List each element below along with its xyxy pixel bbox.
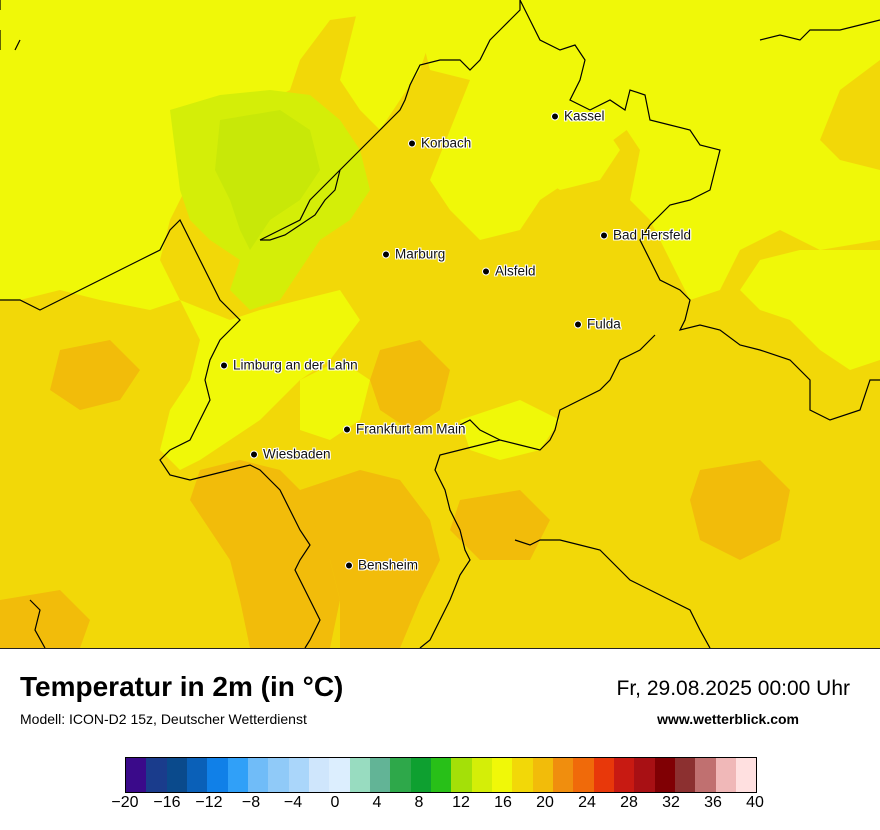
city-dot-icon (343, 425, 351, 433)
colorbar-segment (735, 758, 757, 792)
city-dot-icon (482, 267, 490, 275)
colorbar-tick-label: 4 (372, 794, 382, 811)
city-dot-icon (345, 561, 353, 569)
temperature-colorbar (125, 757, 757, 793)
colorbar-segment (695, 758, 716, 792)
model-source: Modell: ICON-D2 15z, Deutscher Wetterdie… (20, 711, 307, 727)
city-marker-limburg: Limburg an der Lahn (220, 358, 358, 373)
colorbar-segment (715, 758, 736, 792)
colorbar-tick-label: 36 (704, 794, 722, 811)
colorbar-segment (593, 758, 614, 792)
colorbar-segment (410, 758, 431, 792)
colorbar-tick-label: 12 (452, 794, 470, 811)
city-dot-icon (408, 139, 416, 147)
city-marker-bad-hersfeld: Bad Hersfeld (600, 228, 691, 243)
colorbar-segment (268, 758, 289, 792)
city-dot-icon (220, 361, 228, 369)
colorbar-segment (573, 758, 594, 792)
colorbar-segment (207, 758, 228, 792)
colorbar-segment (634, 758, 655, 792)
colorbar-segment (308, 758, 330, 792)
city-label: Bensheim (358, 557, 419, 573)
colorbar-tick-label: 0 (330, 794, 340, 811)
colorbar-tick-label: −16 (153, 794, 181, 811)
city-marker-kassel: Kassel (551, 109, 605, 124)
city-label: Bad Hersfeld (613, 227, 692, 243)
colorbar-segment (674, 758, 696, 792)
city-label: Wiesbaden (263, 446, 331, 462)
colorbar-tick-label: 28 (620, 794, 638, 811)
city-marker-bensheim: Bensheim (345, 558, 418, 573)
city-marker-frankfurt: Frankfurt am Main (343, 422, 466, 437)
city-label: Alsfeld (495, 263, 536, 279)
city-dot-icon (250, 450, 258, 458)
colorbar-ticks: −20 −16 −12 −8 −4 0 4 8 12 16 20 24 28 32 36 40 (111, 792, 763, 822)
colorbar-segment (186, 758, 208, 792)
colorbar-segment (126, 758, 147, 792)
colorbar-segment (349, 758, 370, 792)
colorbar-tick-label: 8 (414, 794, 424, 811)
colorbar-segment (288, 758, 309, 792)
temperature-field (0, 0, 880, 648)
city-label: Korbach (421, 135, 472, 151)
temperature-map: Kassel Korbach Bad Hersfeld Marburg Alsf… (0, 0, 880, 649)
colorbar-tick-label: 32 (662, 794, 680, 811)
colorbar-segment (369, 758, 391, 792)
forecast-datetime: Fr, 29.08.2025 00:00 Uhr (616, 677, 851, 700)
map-footer: Temperatur in 2m (in °C) Modell: ICON-D2… (0, 649, 880, 830)
colorbar-tick-label: −8 (241, 794, 261, 811)
colorbar-tick-label: −12 (195, 794, 223, 811)
colorbar-segment (146, 758, 167, 792)
colorbar-segment (552, 758, 574, 792)
colorbar-tick-label: −20 (111, 794, 139, 811)
website-link[interactable]: www.wetterblick.com (657, 711, 799, 727)
colorbar-tick-label: 40 (746, 794, 764, 811)
colorbar-segment (451, 758, 472, 792)
colorbar-tick-label: 24 (578, 794, 596, 811)
colorbar-segment (430, 758, 452, 792)
map-title: Temperatur in 2m (in °C) (20, 671, 344, 702)
colorbar-tick-label: −4 (283, 794, 303, 811)
city-label: Fulda (587, 316, 621, 332)
city-dot-icon (551, 112, 559, 120)
colorbar-segment (654, 758, 675, 792)
city-marker-korbach: Korbach (408, 136, 471, 151)
city-marker-marburg: Marburg (382, 247, 445, 262)
colorbar-segment (613, 758, 635, 792)
city-label: Marburg (395, 246, 446, 262)
colorbar-segment (390, 758, 411, 792)
colorbar-segment (512, 758, 533, 792)
colorbar-tick-label: 16 (494, 794, 512, 811)
colorbar-segment (491, 758, 513, 792)
colorbar-segment (247, 758, 269, 792)
colorbar-tick-label: 20 (536, 794, 554, 811)
city-marker-alsfeld: Alsfeld (482, 264, 536, 279)
city-dot-icon (382, 250, 390, 258)
city-dot-icon (600, 231, 608, 239)
city-marker-fulda: Fulda (574, 317, 621, 332)
colorbar-segment (166, 758, 187, 792)
city-label: Limburg an der Lahn (233, 357, 358, 373)
city-label: Kassel (564, 108, 605, 124)
colorbar-segment (532, 758, 553, 792)
colorbar-segment (329, 758, 350, 792)
city-label: Frankfurt am Main (356, 421, 466, 437)
colorbar-segment (227, 758, 248, 792)
city-dot-icon (574, 320, 582, 328)
colorbar-segment (471, 758, 492, 792)
city-marker-wiesbaden: Wiesbaden (250, 447, 331, 462)
